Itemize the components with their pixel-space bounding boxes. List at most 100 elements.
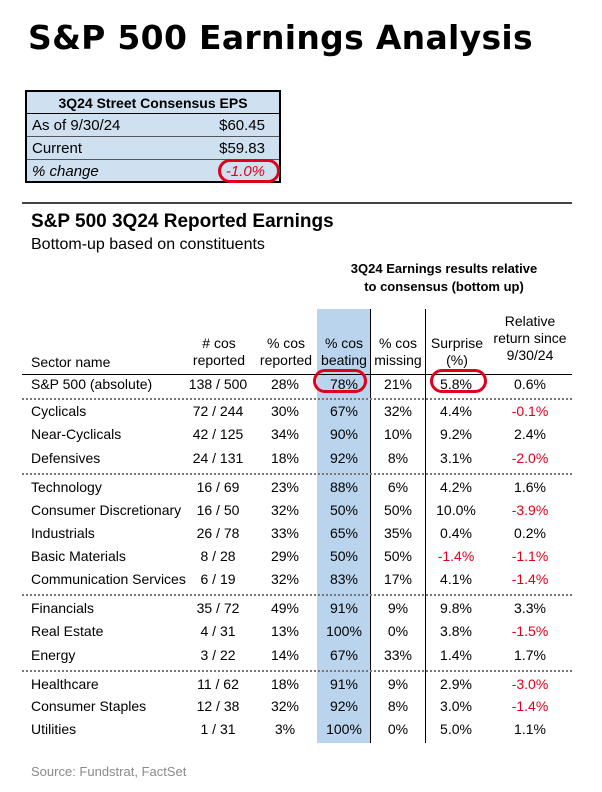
cell-pct-reported: 32% xyxy=(270,698,300,714)
group-separator xyxy=(22,398,572,400)
cell-sector-name: Consumer Staples xyxy=(31,698,147,714)
eps-row-as-of: As of 9/30/24 $60.45 xyxy=(27,114,279,137)
cell-sector-name: S&P 500 (absolute) xyxy=(31,376,153,392)
col-header-line: Surprise xyxy=(430,335,484,351)
eps-change-text: -1.0% xyxy=(225,162,265,180)
cell-surprise: 10.0% xyxy=(436,502,476,518)
eps-row-label: As of 9/30/24 xyxy=(32,116,121,134)
cell-pct-beating: 91% xyxy=(329,600,359,616)
col-header-pct-missing: % cos missing xyxy=(370,335,426,369)
cell-surprise: 0.4% xyxy=(440,525,472,541)
cell-pct-reported: 32% xyxy=(270,571,300,587)
cell-pct-reported: 3% xyxy=(274,721,296,737)
table-row: Real Estate 4 / 31 13% 100% 0% 3.8% -1.5% xyxy=(0,620,602,643)
section-subtitle: Bottom-up based on constituents xyxy=(31,236,265,253)
cell-relative-return: -3.9% xyxy=(511,502,549,518)
cell-sector-name: Defensives xyxy=(31,450,101,466)
col-header-line: # cos xyxy=(202,335,236,351)
cell-pct-reported: 28% xyxy=(270,376,300,392)
col-header-line: % cos xyxy=(378,335,418,351)
eps-row-label: % change xyxy=(32,162,99,180)
source-note: Source: Fundstrat, FactSet xyxy=(31,764,187,779)
section-title: S&P 500 3Q24 Reported Earnings xyxy=(31,211,334,232)
cell-pct-reported: 18% xyxy=(270,676,300,692)
cell-pct-missing: 50% xyxy=(383,548,413,564)
cell-sector-name: Real Estate xyxy=(31,623,104,639)
cell-cos-reported: 16 / 50 xyxy=(196,502,240,518)
cell-pct-beating: 50% xyxy=(329,548,359,564)
cell-sector-name: Utilities xyxy=(31,721,77,737)
cell-sector-name: Near-Cyclicals xyxy=(31,426,122,442)
col-header-line: missing xyxy=(374,352,422,368)
cell-pct-missing: 10% xyxy=(383,426,413,442)
cell-surprise: 1.4% xyxy=(440,647,472,663)
table-row: Healthcare 11 / 62 18% 91% 9% 2.9% -3.0% xyxy=(0,673,602,696)
col-header-line: 9/30/24 xyxy=(506,347,554,363)
cell-pct-beating: 91% xyxy=(329,676,359,692)
cell-pct-beating: 92% xyxy=(329,450,359,466)
col-header-line: reported xyxy=(259,352,313,368)
cell-cos-reported: 3 / 22 xyxy=(200,647,236,663)
eps-row-pct-change: % change -1.0% xyxy=(27,158,280,183)
col-header-pct-beating: % cos beating xyxy=(314,335,374,369)
group-separator xyxy=(22,594,572,596)
eps-row-current: Current $59.83 xyxy=(27,137,279,160)
cell-relative-return: -2.0% xyxy=(511,450,549,466)
cell-surprise: 9.8% xyxy=(440,600,472,616)
cell-surprise: 3.1% xyxy=(440,450,472,466)
col-header-line: Relative xyxy=(504,313,556,329)
cell-surprise: 3.8% xyxy=(440,623,472,639)
cell-pct-reported: 23% xyxy=(270,479,300,495)
col-header-line: Sector name xyxy=(31,354,111,370)
cell-cos-reported: 26 / 78 xyxy=(196,525,240,541)
group-header-line: to consensus (bottom up) xyxy=(364,279,524,294)
cell-pct-beating: 83% xyxy=(329,571,359,587)
table-row: Basic Materials 8 / 28 29% 50% 50% -1.4% -1.1% xyxy=(0,545,602,568)
cell-sector-name: Industrials xyxy=(31,525,95,541)
cell-pct-missing: 33% xyxy=(383,647,413,663)
table-row: Industrials 26 / 78 33% 65% 35% 0.4% 0.2% xyxy=(0,522,602,545)
cell-surprise: 5.8% xyxy=(440,376,472,392)
cell-sector-name: Energy xyxy=(31,647,76,663)
cell-pct-missing: 32% xyxy=(383,403,413,419)
table-row: Consumer Discretionary 16 / 50 32% 50% 50% 10… xyxy=(0,499,602,522)
col-header-reported: # cos reported xyxy=(187,335,251,369)
col-header-surprise: Surprise (%) xyxy=(427,335,487,369)
eps-row-value: $60.45 xyxy=(219,116,265,134)
cell-relative-return: 1.1% xyxy=(514,721,546,737)
cell-cos-reported: 11 / 62 xyxy=(197,676,239,692)
group-header: 3Q24 Earnings results relative to consen… xyxy=(344,260,544,296)
group-separator xyxy=(22,670,572,672)
cell-pct-missing: 21% xyxy=(383,376,413,392)
col-header-line: (%) xyxy=(446,352,468,368)
cell-surprise: -1.4% xyxy=(437,548,475,564)
cell-relative-return: 3.3% xyxy=(514,600,546,616)
cell-pct-missing: 8% xyxy=(387,450,409,466)
group-header-line: 3Q24 Earnings results relative xyxy=(350,261,538,276)
cell-relative-return: 0.6% xyxy=(514,376,546,392)
eps-box-header: 3Q24 Street Consensus EPS xyxy=(27,92,279,114)
col-header-line: reported xyxy=(192,352,246,368)
cell-pct-beating: 100% xyxy=(326,721,362,737)
column-separator xyxy=(425,309,426,743)
cell-pct-beating: 88% xyxy=(329,479,359,495)
cell-surprise: 4.2% xyxy=(440,479,472,495)
cell-surprise: 3.0% xyxy=(440,698,472,714)
cell-relative-return: -1.4% xyxy=(511,571,549,587)
cell-relative-return: 1.7% xyxy=(514,647,546,663)
cell-pct-missing: 0% xyxy=(387,623,409,639)
cell-cos-reported: 72 / 244 xyxy=(192,403,244,419)
surprise-circle xyxy=(430,369,487,393)
section-divider xyxy=(22,202,572,204)
eps-change-circle xyxy=(217,158,280,183)
cell-pct-beating: 100% xyxy=(326,623,362,639)
header-underline xyxy=(22,374,572,375)
cell-cos-reported: 138 / 500 xyxy=(188,376,248,392)
cell-pct-missing: 50% xyxy=(383,502,413,518)
cell-pct-beating: 78% xyxy=(329,376,359,392)
col-header-line: % cos xyxy=(266,335,306,351)
cell-sector-name: Cyclicals xyxy=(31,403,87,419)
cell-surprise: 2.9% xyxy=(440,676,472,692)
cell-cos-reported: 6 / 19 xyxy=(200,571,236,587)
cell-surprise: 5.0% xyxy=(440,721,472,737)
